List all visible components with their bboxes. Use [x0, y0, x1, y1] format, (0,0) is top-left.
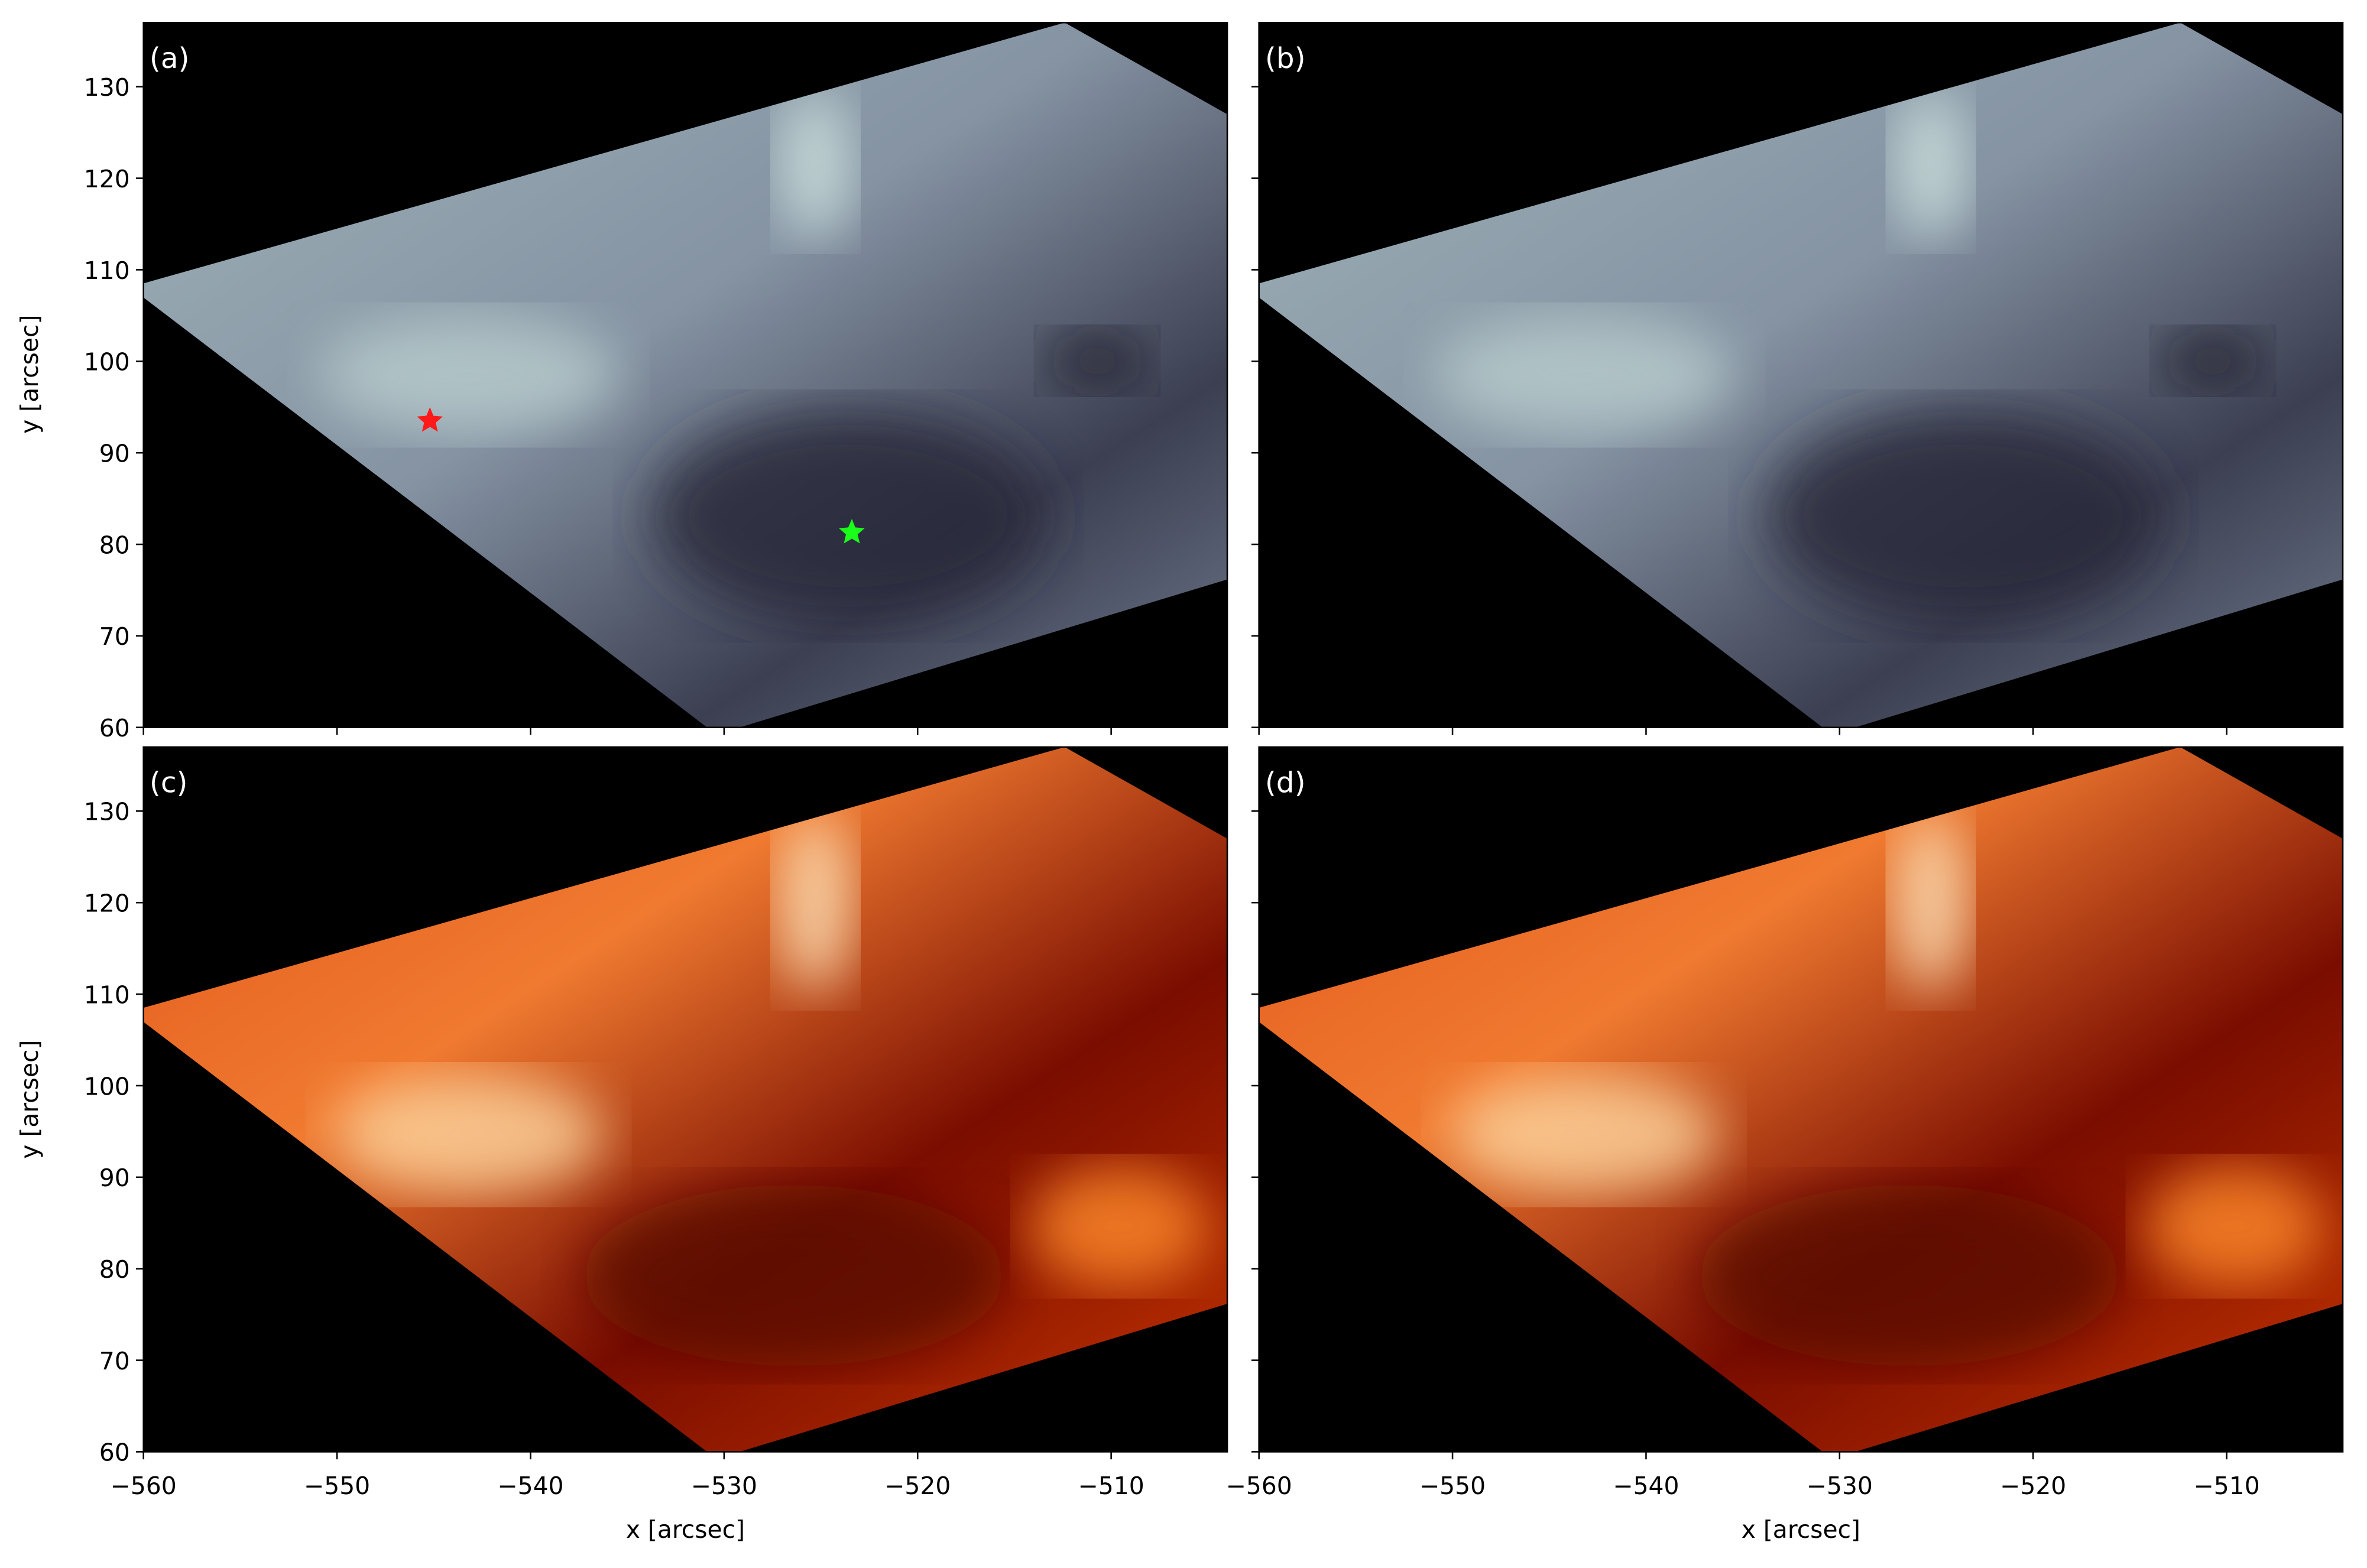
heatmap-feature [1893, 811, 1969, 993]
panel: −560 −550 −540 −530 −520 −510 60 70 80 90 100 110 12… [15, 746, 1228, 1544]
heatmap-feature [332, 1074, 605, 1195]
heatmap-feature [582, 1185, 1006, 1366]
x-tick-label: −550 [1419, 1472, 1486, 1500]
y-tick-label: 120 [84, 165, 130, 193]
x-tick-label: −540 [1613, 1472, 1679, 1500]
heatmap-feature [317, 314, 620, 436]
marker-star [417, 407, 443, 432]
panel-label: (d) [1265, 767, 1306, 800]
panel: −560 −550 −540 −530 −520 −510 (d) x [arcsec] [1226, 746, 2344, 1544]
y-axis-label: y [arcsec] [15, 315, 44, 434]
x-tick-label: −520 [2000, 1472, 2066, 1500]
heatmap-feature [777, 88, 854, 239]
panel: 60 70 80 90 100 110 120 130 (a) [84, 22, 1228, 742]
heatmap-feature [1893, 88, 1969, 239]
y-tick-label: 60 [99, 1439, 130, 1467]
y-tick-label: 80 [99, 531, 130, 559]
y-tick-label: 110 [84, 981, 130, 1009]
heatmap-feature [1433, 314, 1736, 436]
heatmap-feature [1028, 1166, 1210, 1287]
x-tick-label: −560 [111, 1472, 177, 1500]
heatmap-feature [2144, 1166, 2325, 1287]
y-tick-label: 100 [84, 348, 130, 376]
heatmap-feature [1044, 330, 1150, 391]
frame [1258, 746, 2344, 1453]
x-tick-label: −530 [1807, 1472, 1873, 1500]
x-tick-label: −550 [304, 1472, 370, 1500]
y-tick-label: 120 [84, 889, 130, 918]
y-tick-label: 90 [99, 439, 130, 468]
x-tick-label: −510 [1078, 1472, 1144, 1500]
panel-label: (c) [150, 767, 188, 800]
panel-label: (b) [1265, 42, 1306, 75]
frame [142, 22, 1228, 729]
x-tick-label: −510 [2193, 1472, 2259, 1500]
y-tick-label: 130 [84, 73, 130, 102]
heatmap-feature [1698, 1185, 2121, 1366]
y-tick-label: 60 [99, 714, 130, 742]
x-axis-label: x [arcsec] [1742, 1515, 1860, 1544]
x-tick-label: −520 [884, 1472, 951, 1500]
y-tick-label: 110 [84, 257, 130, 285]
heatmap-feature [1448, 1074, 1720, 1195]
frame [1258, 22, 2344, 729]
y-axis-label: y [arcsec] [15, 1040, 44, 1159]
frame [142, 746, 1228, 1453]
marker-star [839, 518, 865, 544]
heatmap-feature [2160, 330, 2266, 391]
panel: (b) [1251, 22, 2344, 735]
y-tick-label: 70 [99, 622, 130, 651]
y-tick-label: 100 [84, 1072, 130, 1100]
y-tick-label: 70 [99, 1347, 130, 1375]
x-tick-label: −540 [497, 1472, 563, 1500]
y-tick-label: 130 [84, 798, 130, 826]
heatmap-feature [1767, 410, 2160, 622]
x-axis-label: x [arcsec] [626, 1515, 745, 1544]
y-tick-label: 80 [99, 1255, 130, 1284]
y-tick-label: 90 [99, 1164, 130, 1192]
heatmap-feature [777, 811, 854, 993]
heatmap-feature [651, 410, 1045, 622]
x-tick-label: −560 [1226, 1472, 1292, 1500]
panel-label: (a) [150, 42, 190, 75]
x-tick-label: −530 [691, 1472, 757, 1500]
